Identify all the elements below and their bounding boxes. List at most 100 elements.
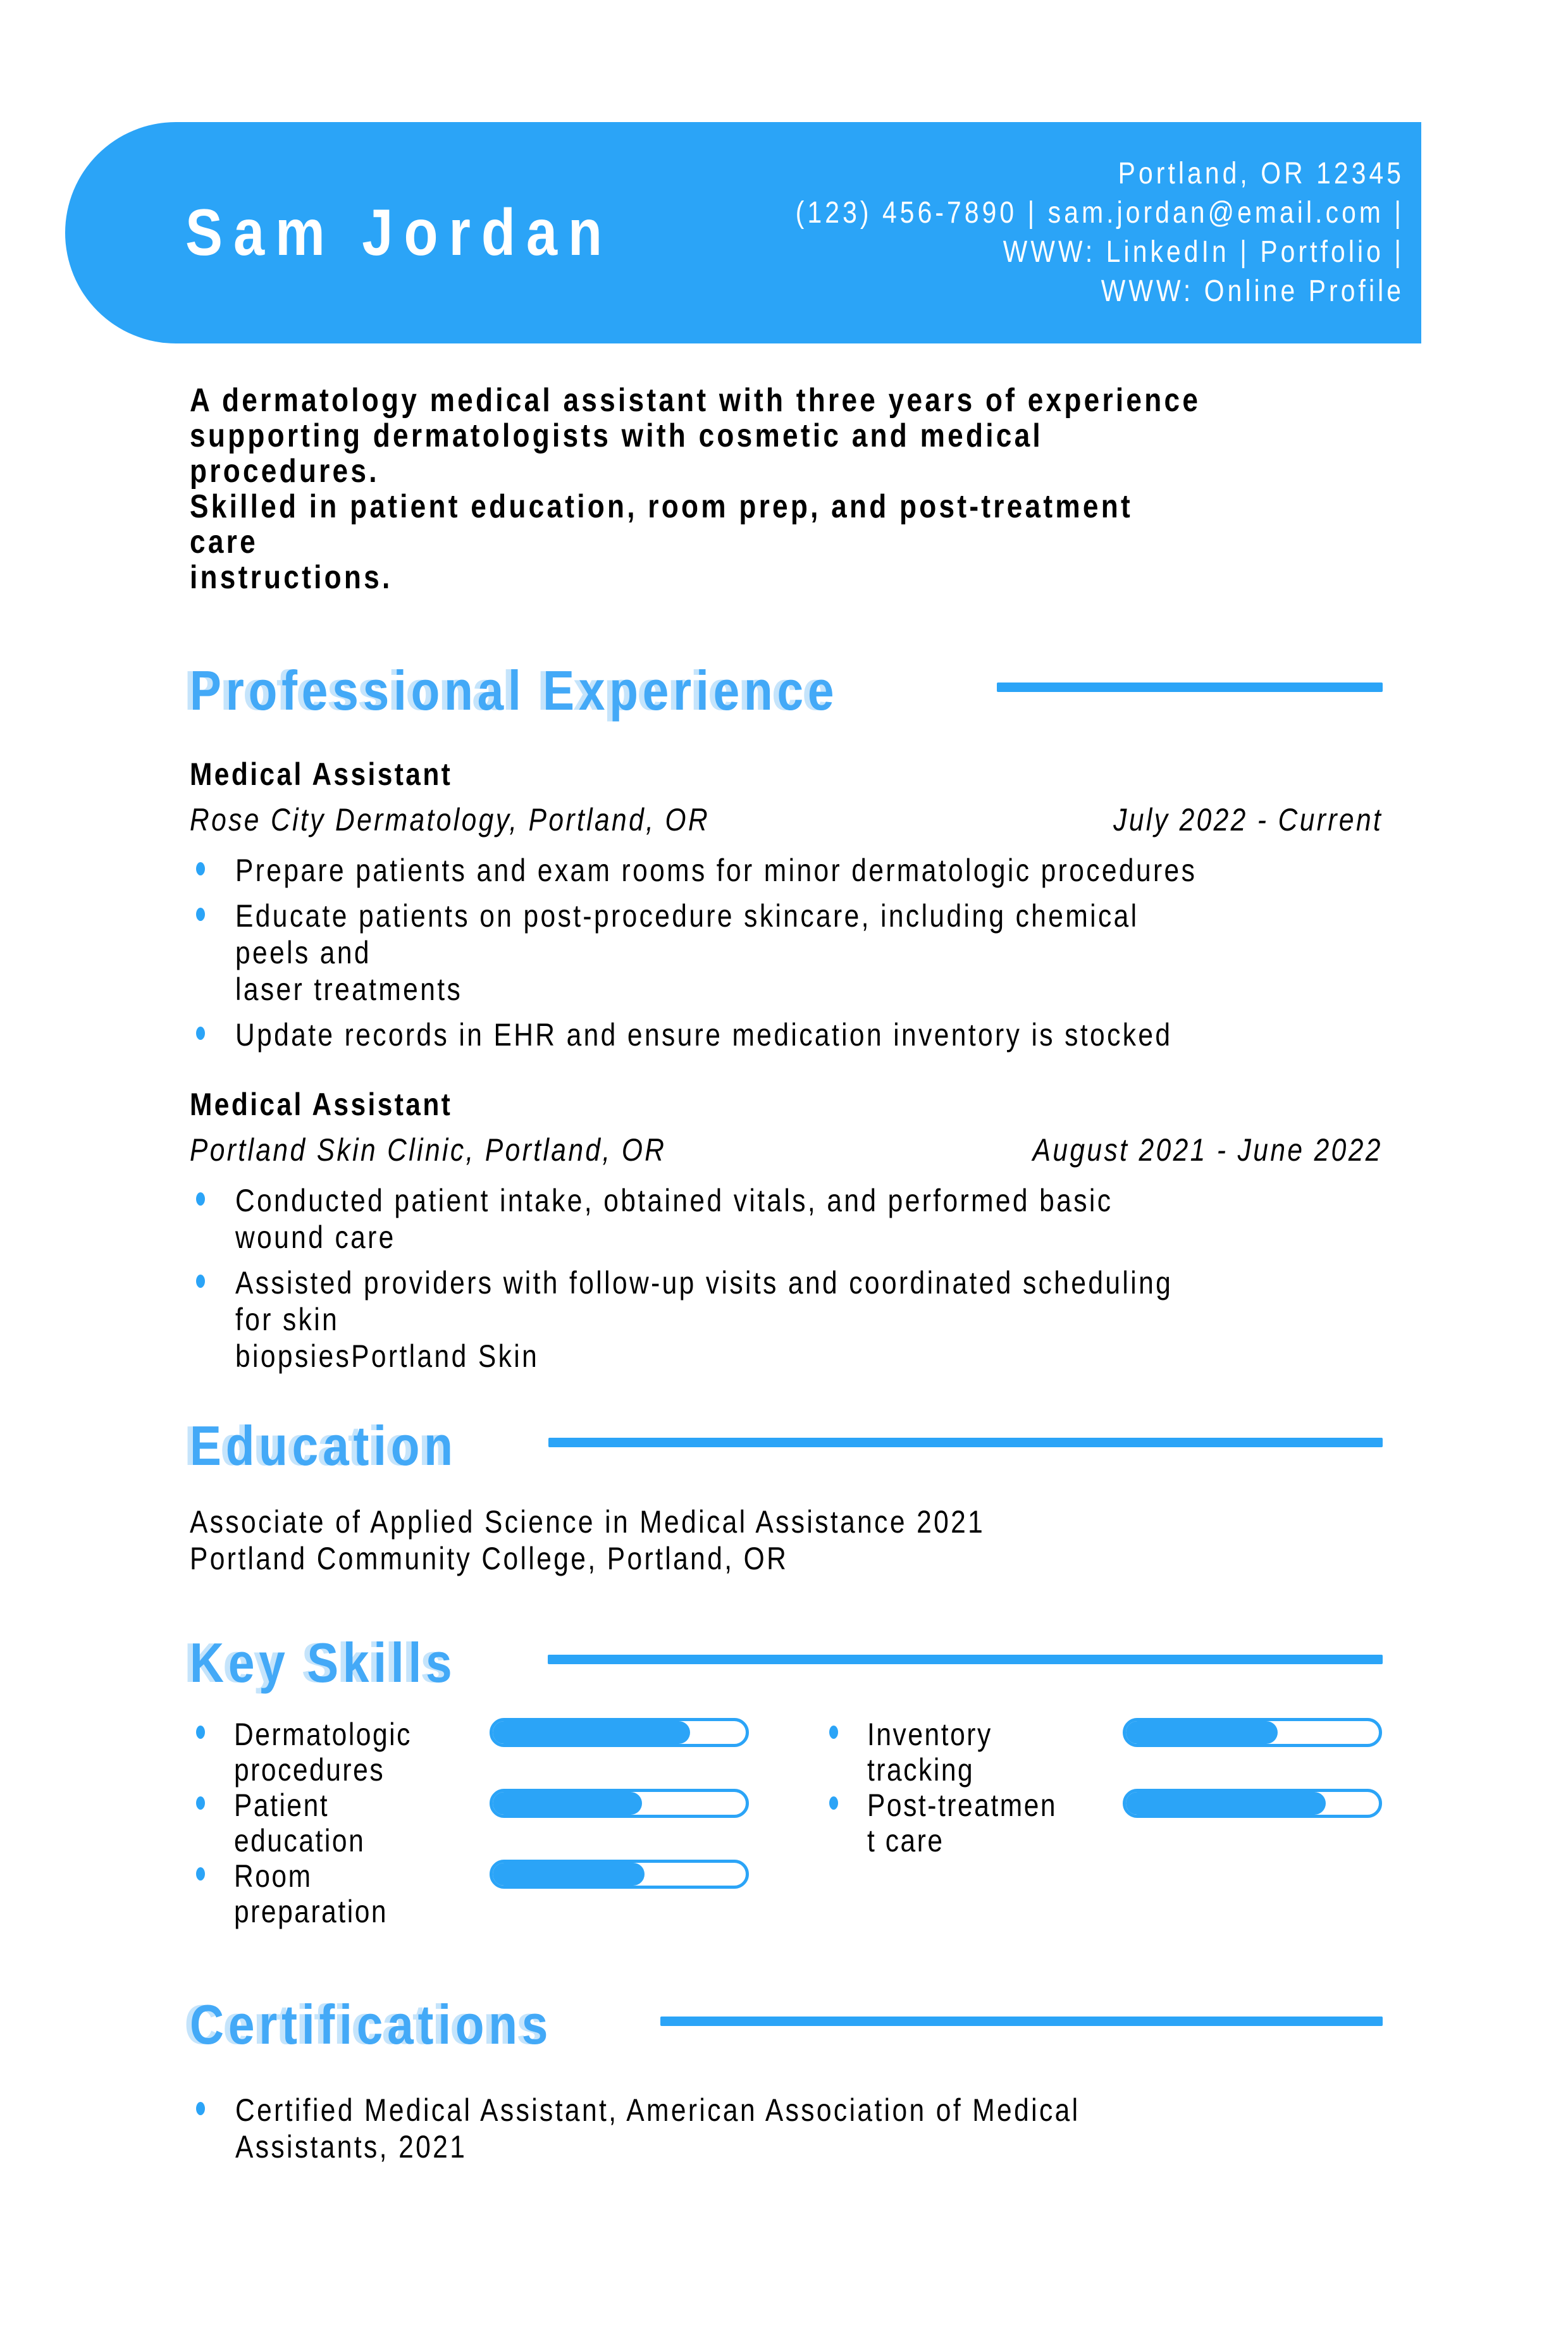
list-item: Assisted providers with follow-up visits… — [190, 1264, 1383, 1374]
skill-bar — [1123, 1789, 1382, 1818]
bullet-line: Assisted providers with follow-up visits… — [235, 1265, 1173, 1337]
skill-bar — [490, 1789, 749, 1818]
bullet-icon — [829, 1726, 838, 1739]
bullet-icon — [829, 1796, 838, 1810]
skill-label-line: Dermatologic — [234, 1717, 412, 1752]
section-heading-certifications: Certifications — [190, 1992, 1383, 2057]
skill-bar — [490, 1718, 749, 1747]
section-title: Education — [190, 1414, 457, 1477]
skill-label-line: Patient — [234, 1788, 330, 1823]
skill-item: Dermatologic procedures — [190, 1717, 749, 1788]
job-meta-row: Portland Skin Clinic, Portland, OR Augus… — [190, 1132, 1383, 1168]
skill-label-line: education — [234, 1823, 366, 1858]
bullet-line: Prepare patients and exam rooms for mino… — [235, 853, 1197, 888]
summary-line: Skilled in patient education, room prep,… — [190, 488, 1133, 560]
certifications-list: Certified Medical Assistant, American As… — [190, 2092, 1383, 2165]
contact-line: (123) 456-7890 | sam.jordan@email.com | — [796, 196, 1405, 230]
contact-block: Portland, OR 12345 (123) 456-7890 | sam.j… — [796, 154, 1404, 311]
job-dates: August 2021 - June 2022 — [1032, 1132, 1383, 1168]
list-item: Update records in EHR and ensure medicat… — [190, 1016, 1383, 1053]
skill-bar-fill — [493, 1792, 642, 1815]
skill-label-line: Post-treatmen — [867, 1788, 1058, 1823]
bullet-icon — [196, 1726, 205, 1739]
bullet-text: Update records in EHR and ensure medicat… — [235, 1016, 1172, 1053]
job-entry: Medical Assistant Portland Skin Clinic, … — [190, 1086, 1383, 1374]
skill-label: Inventory tracking — [867, 1717, 1084, 1788]
job-entry: Medical Assistant Rose City Dermatology,… — [190, 756, 1383, 1053]
skill-item: Patient education — [190, 1788, 749, 1858]
section-rule — [547, 1654, 1383, 1664]
skill-label-line: procedures — [234, 1752, 385, 1788]
bullet-icon — [196, 1796, 205, 1810]
bullet-icon — [196, 862, 205, 875]
skill-bar-fill — [1126, 1792, 1326, 1815]
skill-bar — [1123, 1718, 1382, 1747]
list-item: Conducted patient intake, obtained vital… — [190, 1182, 1383, 1256]
bullet-icon — [196, 2102, 205, 2115]
bullet-text: Educate patients on post-procedure skinc… — [235, 898, 1211, 1008]
list-item: Certified Medical Assistant, American As… — [190, 2092, 1383, 2165]
job-meta-row: Rose City Dermatology, Portland, OR July… — [190, 801, 1383, 838]
bullet-line: Update records in EHR and ensure medicat… — [235, 1017, 1173, 1053]
section-heading-education: Education — [190, 1414, 1383, 1478]
skill-label: Post-treatmen t care — [867, 1788, 1084, 1858]
bullet-line: Conducted patient intake, obtained vital… — [235, 1183, 1113, 1255]
section-rule — [548, 1437, 1383, 1447]
skill-label-line: t care — [867, 1823, 944, 1858]
contact-line: WWW: Online Profile — [1101, 275, 1405, 308]
summary-paragraph: A dermatology medical assistant with thr… — [190, 383, 1204, 595]
education-degree: Associate of Applied Science in Medical … — [190, 1504, 985, 1540]
skill-bar-fill — [493, 1721, 690, 1744]
section-rule — [660, 2016, 1383, 2026]
job-bullet-list: Conducted patient intake, obtained vital… — [190, 1182, 1383, 1374]
header-banner: Sam Jordan Portland, OR 12345 (123) 456-7… — [65, 122, 1421, 343]
bullet-text: Prepare patients and exam rooms for mino… — [235, 852, 1197, 889]
list-item: Prepare patients and exam rooms for mino… — [190, 852, 1383, 889]
job-employer: Rose City Dermatology, Portland, OR — [190, 802, 710, 837]
skill-label: Dermatologic procedures — [234, 1717, 451, 1788]
section-heading-skills: Key Skills — [190, 1631, 1383, 1695]
bullet-text: Conducted patient intake, obtained vital… — [235, 1182, 1211, 1256]
job-title: Medical Assistant — [190, 1087, 453, 1122]
resume-body: A dermatology medical assistant with thr… — [190, 383, 1383, 2165]
education-school: Portland Community College, Portland, OR — [190, 1541, 789, 1576]
bullet-line: laser treatments — [235, 972, 463, 1007]
skill-bar — [490, 1860, 749, 1889]
job-bullet-list: Prepare patients and exam rooms for mino… — [190, 852, 1383, 1053]
skill-item: Inventory tracking — [823, 1717, 1382, 1788]
section-rule — [997, 682, 1383, 692]
bullet-icon — [196, 1867, 205, 1881]
list-item: Educate patients on post-procedure skinc… — [190, 898, 1383, 1008]
contact-line: Portland, OR 12345 — [1118, 157, 1405, 190]
bullet-icon — [196, 1192, 205, 1206]
skill-label: Room preparation — [234, 1858, 451, 1929]
bullet-line: Certified Medical Assistant, American As… — [235, 2092, 1080, 2165]
skill-label: Patient education — [234, 1788, 451, 1858]
section-title: Key Skills — [190, 1631, 457, 1694]
bullet-icon — [196, 908, 205, 921]
education-block: Associate of Applied Science in Medical … — [190, 1504, 1204, 1577]
experience-list: Medical Assistant Rose City Dermatology,… — [190, 756, 1383, 1374]
skill-label-line: Room — [234, 1858, 312, 1894]
skill-label-line: tracking — [867, 1752, 975, 1788]
section-title: Professional Experience — [190, 659, 839, 722]
bullet-icon — [196, 1275, 205, 1288]
contact-line: WWW: LinkedIn | Portfolio | — [1003, 235, 1405, 269]
job-title: Medical Assistant — [190, 757, 453, 792]
job-dates: July 2022 - Current — [1113, 802, 1383, 837]
bullet-text: Assisted providers with follow-up visits… — [235, 1264, 1211, 1374]
skill-bar-fill — [1126, 1721, 1278, 1744]
section-title: Certifications — [190, 1993, 553, 2056]
bullet-line: Educate patients on post-procedure skinc… — [235, 898, 1139, 970]
skills-grid: Dermatologic procedures Inventory tracking… — [190, 1717, 1383, 1929]
summary-line: supporting dermatologists with cosmetic … — [190, 417, 1043, 490]
skill-label-line: Inventory — [867, 1717, 992, 1752]
skill-item: Room preparation — [190, 1858, 749, 1929]
bullet-icon — [196, 1027, 205, 1040]
job-employer: Portland Skin Clinic, Portland, OR — [190, 1132, 667, 1168]
skill-item: Post-treatmen t care — [823, 1788, 1382, 1858]
bullet-line: biopsiesPortland Skin — [235, 1338, 540, 1374]
bullet-text: Certified Medical Assistant, American As… — [235, 2092, 1211, 2165]
candidate-name: Sam Jordan — [185, 195, 614, 269]
summary-line: instructions. — [190, 559, 393, 596]
